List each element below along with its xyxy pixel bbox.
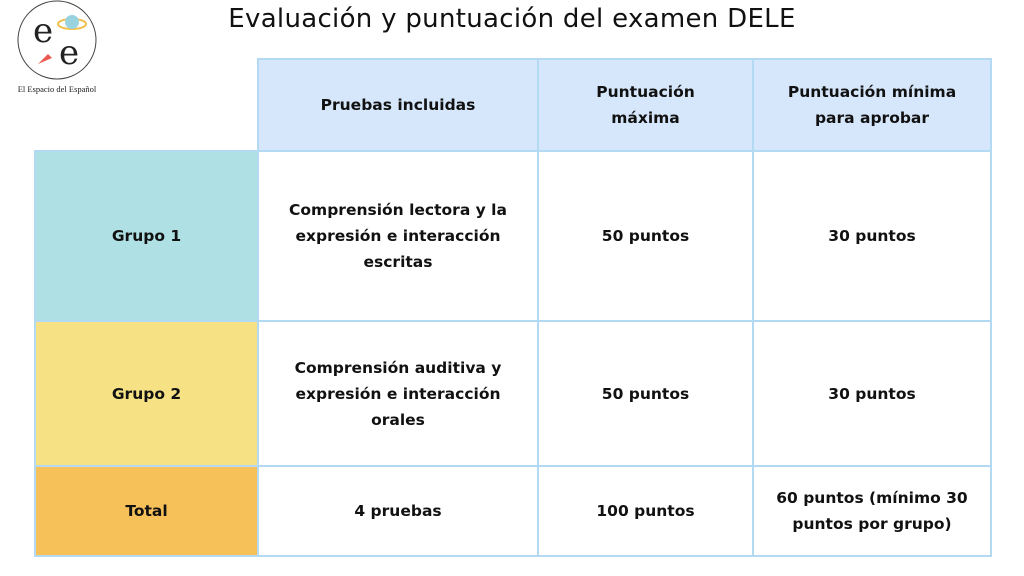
row: Grupo 1 Comprensión lectora y la expresi…	[34, 150, 992, 322]
header-cell: Puntuación mínima para aprobar	[752, 58, 992, 152]
cell: 30 puntos	[752, 150, 992, 322]
cell: 50 puntos	[537, 320, 754, 467]
blank-cell	[35, 59, 259, 152]
cell: 100 puntos	[537, 465, 754, 557]
header-cell: Puntuación máxima	[537, 58, 754, 152]
header-row: Pruebas incluidas Puntuación máxima Punt…	[35, 58, 992, 152]
header-cell: Pruebas incluidas	[257, 58, 539, 152]
cell: 50 puntos	[537, 150, 754, 322]
cell: Comprensión lectora y la expresión e int…	[257, 150, 539, 322]
row: Total 4 pruebas 100 puntos 60 puntos (mí…	[34, 465, 992, 557]
row: Grupo 2 Comprensión auditiva y expresión…	[34, 320, 992, 467]
score-table: Pruebas incluidas Puntuación máxima Punt…	[34, 58, 992, 557]
logo-planet	[65, 15, 79, 29]
cell: Comprensión auditiva y expresión e inter…	[257, 320, 539, 467]
title: Evaluación y puntuación del examen DELE	[228, 4, 796, 34]
group-cell: Grupo 1	[34, 150, 259, 322]
cell: 60 puntos (mínimo 30 puntos por grupo)	[752, 465, 992, 557]
group-cell: Total	[34, 465, 259, 557]
cell: 4 pruebas	[257, 465, 539, 557]
group-cell: Grupo 2	[34, 320, 259, 467]
logo-letter: e	[33, 11, 53, 51]
cell: 30 puntos	[752, 320, 992, 467]
